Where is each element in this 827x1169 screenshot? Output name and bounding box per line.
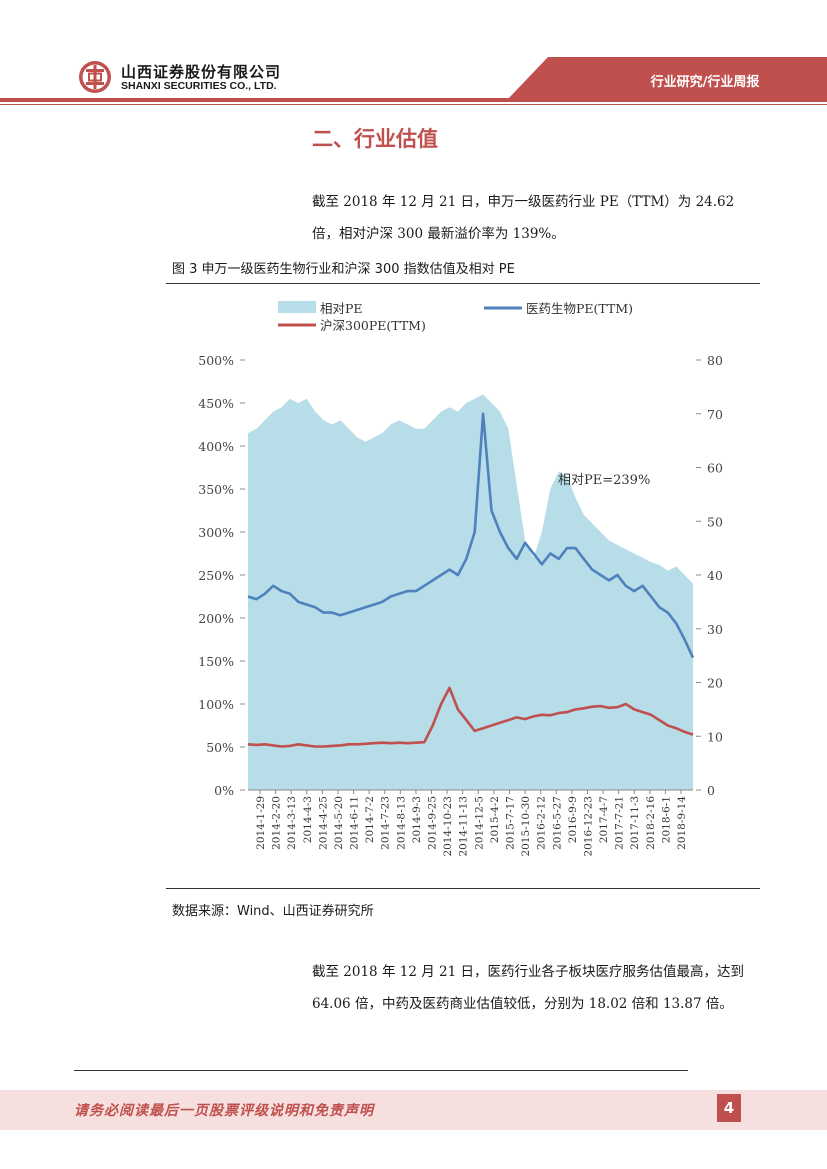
paragraph: 截至 2018 年 12 月 21 日，医药行业各子板块医疗服务估值最高，达到 …	[312, 964, 744, 1012]
footer-divider	[74, 1070, 688, 1071]
legend-label: 相对PE	[320, 301, 363, 316]
y-left-tick-label: 0%	[214, 783, 234, 798]
x-tick-label: 2014-8-13	[395, 796, 407, 850]
x-tick-label: 2015-7-17	[504, 796, 516, 850]
x-tick-label: 2014-7-2	[364, 796, 376, 843]
y-left-tick-label: 500%	[198, 353, 234, 368]
y-left-tick-label: 400%	[198, 439, 234, 454]
legend-label: 沪深300PE(TTM)	[320, 318, 426, 333]
section-title: 二、行业估值	[312, 127, 438, 151]
y-right-tick-label: 10	[707, 729, 723, 744]
paragraph: 截至 2018 年 12 月 21 日，申万一级医药行业 PE（TTM）为 24…	[312, 194, 735, 242]
x-tick-label: 2014-12-5	[473, 796, 485, 850]
header-banner	[508, 57, 827, 99]
y-left-tick-label: 50%	[206, 740, 234, 755]
x-tick-label: 2017-7-21	[614, 796, 626, 850]
x-tick-label: 2016-2-12	[536, 796, 548, 850]
relative-pe-annotation: 相对PE=239%	[558, 473, 650, 488]
y-right-tick-label: 0	[707, 783, 715, 798]
y-left-tick-label: 200%	[198, 611, 234, 626]
x-tick-label: 2015-4-2	[489, 796, 501, 843]
section-label: 行业研究/行业周报	[650, 75, 760, 90]
x-tick-label: 2014-11-13	[458, 796, 470, 857]
y-left-tick-label: 100%	[198, 697, 234, 712]
disclaimer: 请务必阅读最后一页股票评级说明和免责声明	[74, 1103, 374, 1119]
x-tick-label: 2016-9-9	[567, 796, 579, 843]
x-tick-label: 2016-5-27	[551, 796, 563, 850]
x-tick-label: 2014-3-13	[286, 796, 298, 850]
x-tick-label: 2014-6-11	[349, 796, 361, 850]
figure-top-rule	[166, 283, 760, 284]
y-right-tick-label: 30	[707, 622, 723, 637]
x-tick-label: 2015-10-30	[520, 796, 532, 857]
y-left-tick-label: 300%	[198, 525, 234, 540]
y-right-tick-label: 40	[707, 568, 723, 583]
y-axis-right: 0 10 20 30 40 50 60 70 80	[696, 353, 723, 798]
x-tick-label: 2014-4-3	[302, 796, 314, 843]
series-area-relative-pe	[248, 394, 693, 790]
x-tick-label: 2014-2-20	[271, 796, 283, 850]
y-left-tick-label: 250%	[198, 568, 234, 583]
y-left-tick-label: 450%	[198, 396, 234, 411]
x-tick-label: 2014-10-23	[442, 796, 454, 857]
company-name-cn: 山西证券股份有限公司	[121, 63, 282, 81]
page-number: 4	[717, 1094, 741, 1122]
x-tick-label: 2014-9-25	[427, 796, 439, 850]
footer-bar	[0, 1090, 827, 1130]
x-tick-label: 2014-7-23	[380, 796, 392, 850]
y-right-tick-label: 20	[707, 676, 723, 691]
y-right-tick-label: 60	[707, 461, 723, 476]
header-divider	[0, 98, 827, 102]
series-line-hs300-pe	[247, 686, 694, 748]
company-name-en: SHANXI SECURITIES CO., LTD.	[121, 80, 277, 92]
y-left-tick-label: 350%	[198, 482, 234, 497]
legend-swatch-relative-pe	[278, 301, 316, 313]
x-tick-label: 2014-9-3	[411, 796, 423, 843]
y-left-tick-label: 150%	[198, 654, 234, 669]
x-tick-label: 2017-4-7	[598, 796, 610, 843]
legend-label: 医药生物PE(TTM)	[526, 301, 633, 316]
series-line-pharma-pe	[247, 412, 695, 659]
x-tick-label: 2014-1-29	[255, 796, 267, 850]
figure-bottom-rule	[166, 888, 760, 889]
header-divider-thin	[0, 104, 827, 105]
x-tick-label: 2017-11-3	[629, 796, 641, 850]
plot-area	[247, 394, 695, 790]
x-tick-label: 2014-4-25	[317, 796, 329, 850]
x-tick-label: 2016-12-23	[582, 796, 594, 857]
x-axis: 2014-1-29 2014-2-20 2014-3-13 2014-4-3 2014-…	[248, 789, 693, 857]
x-tick-label: 2018-2-16	[645, 796, 657, 850]
figure-caption: 图 3 申万一级医药生物行业和沪深 300 指数估值及相对 PE	[172, 262, 515, 277]
valuation-chart: 相对PE 医药生物PE(TTM) 沪深300PE(TTM) 0% 50% 100% 150…	[198, 301, 723, 857]
y-right-tick-label: 80	[707, 353, 723, 368]
x-tick-label: 2014-5-20	[333, 796, 345, 850]
x-tick-label: 2018-9-14	[676, 796, 688, 850]
company-logo-icon	[79, 61, 111, 93]
y-axis-left: 0% 50% 100% 150% 200% 250% 300% 350% 400% 450% 500…	[198, 353, 245, 798]
x-tick-label: 2018-6-1	[660, 796, 672, 843]
y-right-tick-label: 50	[707, 514, 723, 529]
y-right-tick-label: 70	[707, 407, 723, 422]
chart-legend: 相对PE 医药生物PE(TTM) 沪深300PE(TTM)	[278, 301, 633, 333]
data-source: 数据来源：Wind、山西证券研究所	[172, 904, 374, 919]
